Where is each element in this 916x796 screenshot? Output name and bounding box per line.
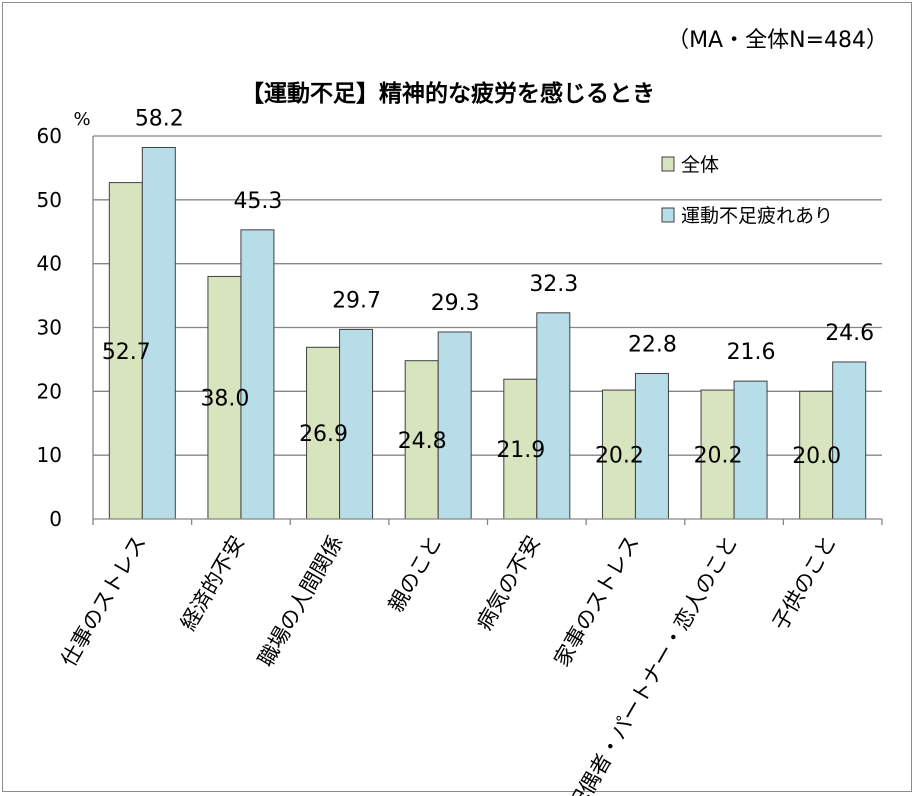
bar-zentai <box>503 378 538 520</box>
chart-title: 【運動不足】精神的な疲労を感じるとき <box>241 80 655 107</box>
y-tick-label: 40 <box>37 252 62 276</box>
bar-undobusoku <box>437 331 472 520</box>
legend-swatch-zentai <box>661 156 675 172</box>
bar-zentai <box>799 390 834 520</box>
data-label-undobusoku: 21.6 <box>727 340 776 365</box>
bar-zentai <box>601 389 636 520</box>
data-label-undobusoku: 24.6 <box>825 321 874 346</box>
bar-zentai <box>700 389 735 520</box>
x-tick-label: 家事のストレス <box>549 532 643 671</box>
bar-zentai <box>404 360 439 520</box>
bar-zentai <box>306 346 341 520</box>
bars <box>108 146 867 520</box>
legend-swatch-undobusoku <box>661 207 675 223</box>
data-label-zentai: 20.2 <box>694 444 743 469</box>
x-tick-label: 親のこと <box>384 532 447 617</box>
data-label-zentai: 21.9 <box>496 438 545 463</box>
y-tick-label: 30 <box>37 316 62 340</box>
data-label-zentai: 26.9 <box>299 422 348 447</box>
data-label-zentai: 38.0 <box>200 387 249 412</box>
data-label-undobusoku: 29.7 <box>332 288 381 313</box>
bar-undobusoku <box>832 361 867 520</box>
axes <box>92 136 883 525</box>
data-label-undobusoku: 32.3 <box>529 272 578 297</box>
legend-label: 全体 <box>681 154 719 176</box>
y-axis-unit: % <box>73 109 90 130</box>
bar-undobusoku <box>536 312 571 520</box>
x-tick-label: 仕事のストレス <box>56 532 150 671</box>
y-tick-labels: 0 10 20 30 40 50 60 <box>37 124 62 531</box>
bar-undobusoku <box>240 229 275 520</box>
y-tick-label: 50 <box>37 188 62 212</box>
data-label-undobusoku: 29.3 <box>431 291 480 316</box>
bar-undobusoku <box>141 146 176 520</box>
data-label-zentai: 20.2 <box>595 444 644 469</box>
x-tick-label: 職場の人間関係 <box>254 532 348 671</box>
y-tick-label: 0 <box>49 507 62 531</box>
bar-undobusoku <box>339 328 374 520</box>
y-tick-label: 60 <box>37 124 62 148</box>
data-label-undobusoku: 58.2 <box>135 106 184 131</box>
data-label-undobusoku: 45.3 <box>233 189 282 214</box>
x-tick-label: 病気の不安 <box>472 532 545 635</box>
bar-undobusoku <box>733 380 768 520</box>
y-tick-label: 10 <box>37 443 62 467</box>
x-tick-label: 経済的不安 <box>176 532 249 635</box>
x-tick-labels: 仕事のストレス 経済的不安 職場の人間関係 親のこと 病気の不安 家事のストレス配偶者・パ… <box>56 532 841 796</box>
sample-note: （MA・全体N=484） <box>667 28 888 53</box>
y-tick-label: 20 <box>37 379 62 403</box>
data-labels: 52.7 58.2 38.0 45.3 26.9 29.7 24.8 29.3 21.9 32.3… <box>102 106 874 469</box>
legend-label: 運動不足疲れあり <box>681 205 833 227</box>
data-label-zentai: 20.0 <box>792 444 841 469</box>
data-label-zentai: 52.7 <box>102 340 151 365</box>
x-tick-label: 配偶者・パートナー・恋人のこと <box>564 532 742 796</box>
x-tick-label: 子供のこと <box>768 532 841 635</box>
data-label-zentai: 24.8 <box>398 429 447 454</box>
data-label-undobusoku: 22.8 <box>628 332 677 357</box>
